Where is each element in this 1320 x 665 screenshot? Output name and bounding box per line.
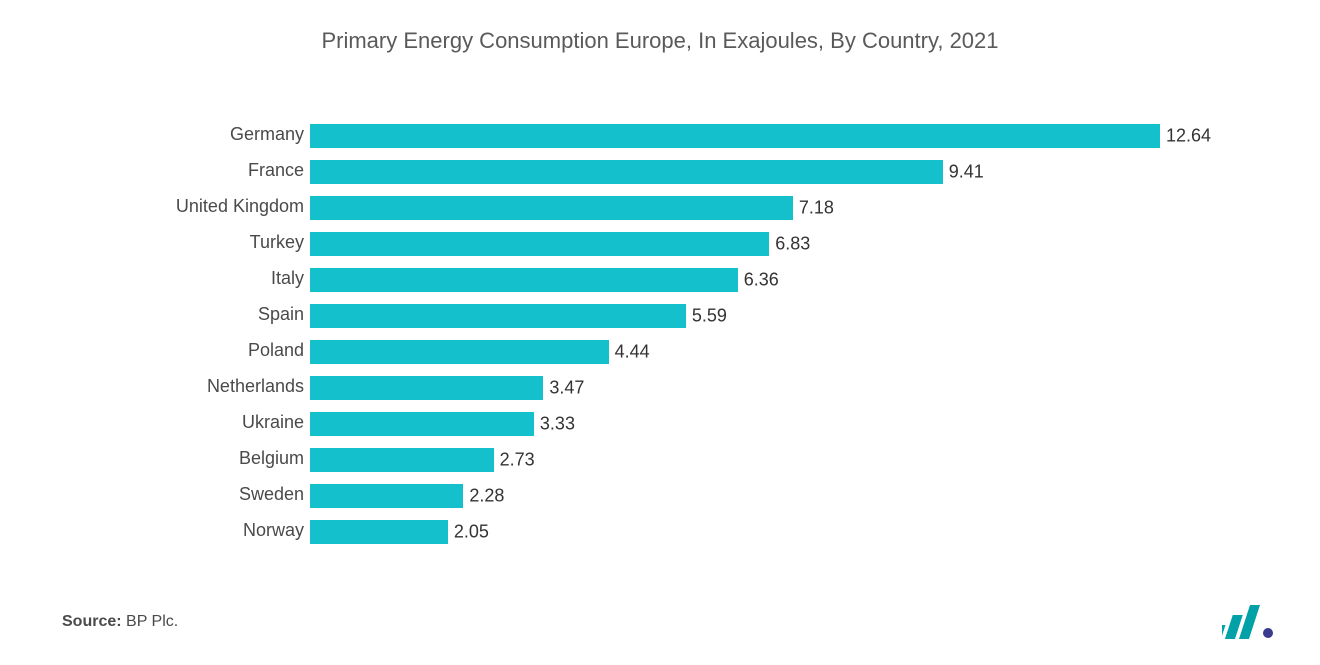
bar-fill [310,412,534,436]
bar-value-label: 2.73 [494,450,535,471]
bar-fill [310,232,769,256]
source-label: Source: [62,613,122,630]
bar-value-label: 4.44 [609,342,650,363]
bars-area: Germany12.64 France9.41 United Kingdom7.18… [310,120,1160,552]
logo-dot [1263,628,1273,638]
bar-category-label: United Kingdom [176,196,310,217]
bar-category-label: Netherlands [207,376,310,397]
bar-row: Turkey6.83 [310,228,1160,260]
bar-category-label: Italy [271,268,310,289]
bar-value-label: 6.36 [738,270,779,291]
bar-value-label: 3.47 [543,378,584,399]
bar-value-label: 2.05 [448,522,489,543]
chart-container: Primary Energy Consumption Europe, In Ex… [0,0,1320,665]
bar-category-label: Ukraine [242,412,310,433]
bar-fill [310,304,686,328]
logo-bar-2 [1225,615,1243,639]
brand-logo-icon [1222,605,1276,639]
bar-fill [310,376,543,400]
bar-category-label: Sweden [239,484,310,505]
bar-fill [310,196,793,220]
bar-row: Sweden2.28 [310,480,1160,512]
bar-row: Italy6.36 [310,264,1160,296]
bar-category-label: Turkey [250,232,310,253]
bar-category-label: Norway [243,520,310,541]
bar-value-label: 9.41 [943,162,984,183]
bar-value-label: 5.59 [686,306,727,327]
source-text: BP Plc. [126,613,178,630]
bar-value-label: 6.83 [769,234,810,255]
bar-value-label: 2.28 [463,486,504,507]
bar-category-label: France [248,160,310,181]
bar-row: Netherlands3.47 [310,372,1160,404]
bar-category-label: Poland [248,340,310,361]
bar-fill [310,520,448,544]
bar-value-label: 3.33 [534,414,575,435]
bar-category-label: Spain [258,304,310,325]
bar-fill [310,124,1160,148]
bar-row: Belgium2.73 [310,444,1160,476]
bar-fill [310,484,463,508]
logo-bar-1 [1222,625,1226,639]
bar-row: United Kingdom7.18 [310,192,1160,224]
bar-row: Germany12.64 [310,120,1160,152]
bar-fill [310,340,609,364]
bar-row: France9.41 [310,156,1160,188]
bar-fill [310,448,494,472]
bar-value-label: 7.18 [793,198,834,219]
bar-row: Spain5.59 [310,300,1160,332]
source-line: Source: BP Plc. [62,613,178,631]
bar-category-label: Belgium [239,448,310,469]
bar-fill [310,268,738,292]
chart-title: Primary Energy Consumption Europe, In Ex… [40,28,1280,54]
bar-value-label: 12.64 [1160,126,1211,147]
bar-row: Norway2.05 [310,516,1160,548]
bar-row: Ukraine3.33 [310,408,1160,440]
bar-fill [310,160,943,184]
bar-category-label: Germany [230,124,310,145]
logo-bar-3 [1239,605,1260,639]
bar-row: Poland4.44 [310,336,1160,368]
